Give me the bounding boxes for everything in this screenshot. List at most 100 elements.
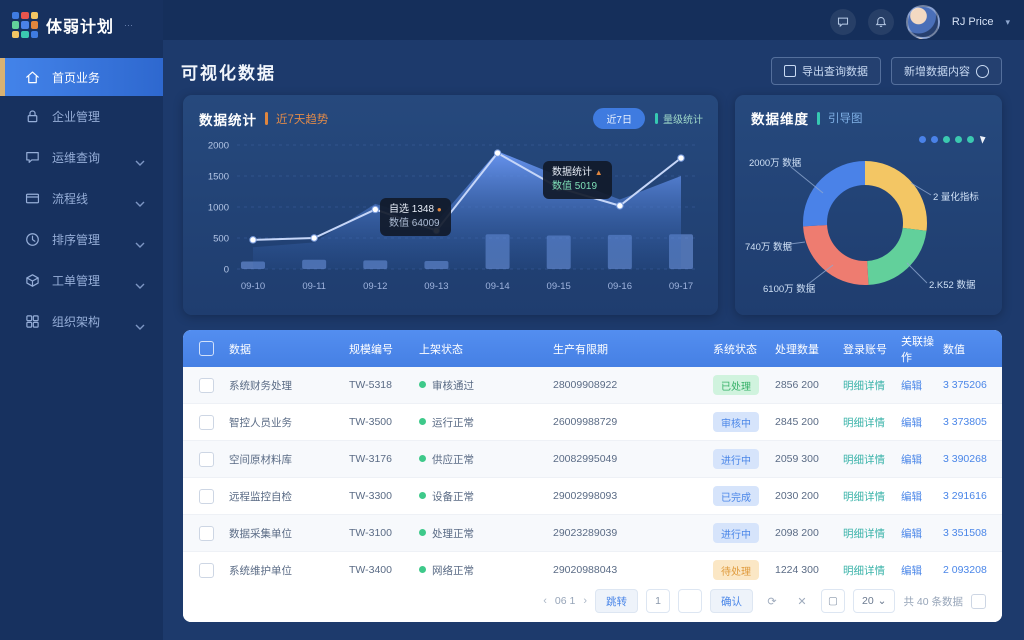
- donut-label-yellow: 2 量化指标: [933, 189, 979, 203]
- close-icon[interactable]: ✕: [791, 590, 813, 612]
- detail-link[interactable]: 明细详情: [843, 563, 901, 578]
- cell-value[interactable]: 3 351508: [943, 527, 1002, 539]
- cell-value[interactable]: 2 093208: [943, 564, 1002, 576]
- sidebar-item-3[interactable]: 流程线: [0, 178, 163, 219]
- page-number-box[interactable]: 1: [646, 589, 670, 613]
- cell-status: 审核通过: [419, 378, 553, 393]
- page-info: 06 1: [555, 595, 575, 607]
- logo: 体弱计划 ···: [0, 0, 163, 54]
- lock-icon: [24, 108, 41, 125]
- page-input-box[interactable]: [678, 589, 702, 613]
- bell-icon[interactable]: [868, 9, 894, 35]
- donut-label-annotation: 740万 数据: [745, 239, 792, 253]
- cell-status: 网络正常: [419, 563, 553, 578]
- clock-icon: [24, 231, 41, 248]
- column-header: 生产有限期: [553, 341, 713, 357]
- refresh-icon[interactable]: ⟳: [761, 590, 783, 612]
- cell-badge: 待处理: [713, 560, 775, 580]
- cell-number: 26009988729: [553, 416, 713, 428]
- donut-label-green: 2.K52 数据: [929, 277, 975, 291]
- cell-count: 1224 300: [775, 564, 843, 576]
- layout-icon[interactable]: ▢: [821, 589, 845, 613]
- cell-value[interactable]: 3 390268: [943, 453, 1002, 465]
- table-row-2: 空间原材料库TW-3176供应正常20082995049进行中2059 300明…: [183, 441, 1002, 478]
- svg-text:09-16: 09-16: [608, 281, 632, 292]
- cell-value[interactable]: 3 291616: [943, 490, 1002, 502]
- confirm-button[interactable]: 确认: [710, 589, 753, 613]
- sidebar-item-2[interactable]: 运维查询: [0, 137, 163, 178]
- cell-code: TW-5318: [349, 379, 419, 391]
- avatar[interactable]: [906, 5, 940, 39]
- status-badge: 待处理: [713, 560, 759, 580]
- svg-text:09-17: 09-17: [669, 281, 693, 292]
- cell-badge: 进行中: [713, 449, 775, 469]
- status-dot-icon: [419, 492, 426, 499]
- edit-link[interactable]: 编辑: [901, 452, 943, 467]
- logo-icon: [12, 12, 38, 38]
- page-size-select[interactable]: 20 ⌄: [853, 589, 896, 613]
- cell-count: 2845 200: [775, 416, 843, 428]
- range-button[interactable]: 近7日: [593, 108, 645, 129]
- sidebar-item-label: 运维查询: [52, 149, 100, 166]
- sidebar-item-6[interactable]: 组织架构: [0, 301, 163, 342]
- cell-value[interactable]: 3 375206: [943, 379, 1002, 391]
- line-chart-card: 数据统计 近7天趋势 近7日 量级统计 200015001000500009-1…: [183, 95, 718, 315]
- status-dot-icon: [419, 566, 426, 573]
- message-icon[interactable]: [830, 9, 856, 35]
- edit-link[interactable]: 编辑: [901, 378, 943, 393]
- sidebar-item-0[interactable]: 首页业务: [0, 58, 163, 96]
- export-button[interactable]: 导出查询数据: [771, 57, 881, 85]
- row-checkbox[interactable]: [199, 452, 214, 467]
- select-all-checkbox[interactable]: [199, 341, 214, 356]
- cell-code: TW-3100: [349, 527, 419, 539]
- detail-link[interactable]: 明细详情: [843, 489, 901, 504]
- status-dot-icon: [419, 529, 426, 536]
- edit-link[interactable]: 编辑: [901, 489, 943, 504]
- page-title: 可视化数据: [181, 59, 276, 84]
- line-area-chart[interactable]: 200015001000500009-1009-1109-1209-1309-1…: [191, 137, 710, 309]
- sidebar-item-4[interactable]: 排序管理: [0, 219, 163, 260]
- edit-link[interactable]: 编辑: [901, 526, 943, 541]
- edit-link[interactable]: 编辑: [901, 415, 943, 430]
- row-checkbox[interactable]: [199, 489, 214, 504]
- cell-value[interactable]: 3 373805: [943, 416, 1002, 428]
- detail-link[interactable]: 明细详情: [843, 378, 901, 393]
- sidebar-item-5[interactable]: 工单管理: [0, 260, 163, 301]
- edit-link[interactable]: 编辑: [901, 563, 943, 578]
- cell-name: 远程监控自检: [229, 489, 349, 504]
- prev-page-icon[interactable]: ‹: [543, 595, 547, 607]
- cell-name: 智控人员业务: [229, 415, 349, 430]
- svg-text:09-12: 09-12: [363, 281, 387, 292]
- sidebar-item-1[interactable]: 企业管理: [0, 96, 163, 137]
- pager-checkbox[interactable]: [971, 594, 986, 609]
- next-page-icon[interactable]: ›: [583, 595, 587, 607]
- chevron-down-icon: ▾: [1005, 17, 1010, 28]
- cell-status: 处理正常: [419, 526, 553, 541]
- sidebar-nav: 首页业务企业管理运维查询流程线排序管理工单管理组织架构: [0, 58, 163, 342]
- column-header: 关联操作: [901, 333, 943, 365]
- column-header: 处理数量: [775, 341, 843, 357]
- detail-link[interactable]: 明细详情: [843, 415, 901, 430]
- sidebar-item-label: 企业管理: [52, 108, 100, 125]
- chevron-down-icon: [135, 278, 145, 284]
- cell-number: 29023289039: [553, 527, 713, 539]
- row-checkbox[interactable]: [199, 526, 214, 541]
- cell-code: TW-3300: [349, 490, 419, 502]
- header-buttons: 导出查询数据 新增数据内容: [771, 57, 1002, 85]
- cell-name: 系统维护单位: [229, 563, 349, 578]
- cell-number: 29020988043: [553, 564, 713, 576]
- donut-chart-card: 数据维度 引导图 2000万 数据 740万 数据 6100万 数据 2 量化指…: [735, 95, 1002, 315]
- jump-button[interactable]: 跳转: [595, 589, 638, 613]
- cell-status: 设备正常: [419, 489, 553, 504]
- column-header: 系统状态: [713, 341, 775, 357]
- row-checkbox[interactable]: [199, 563, 214, 578]
- row-checkbox[interactable]: [199, 415, 214, 430]
- cell-name: 空间原材料库: [229, 452, 349, 467]
- chevron-down-icon: [135, 319, 145, 325]
- detail-link[interactable]: 明细详情: [843, 452, 901, 467]
- add-data-button[interactable]: 新增数据内容: [891, 57, 1002, 85]
- detail-link[interactable]: 明细详情: [843, 526, 901, 541]
- svg-text:2000: 2000: [208, 141, 229, 152]
- row-checkbox[interactable]: [199, 378, 214, 393]
- user-name[interactable]: RJ Price: [952, 16, 994, 28]
